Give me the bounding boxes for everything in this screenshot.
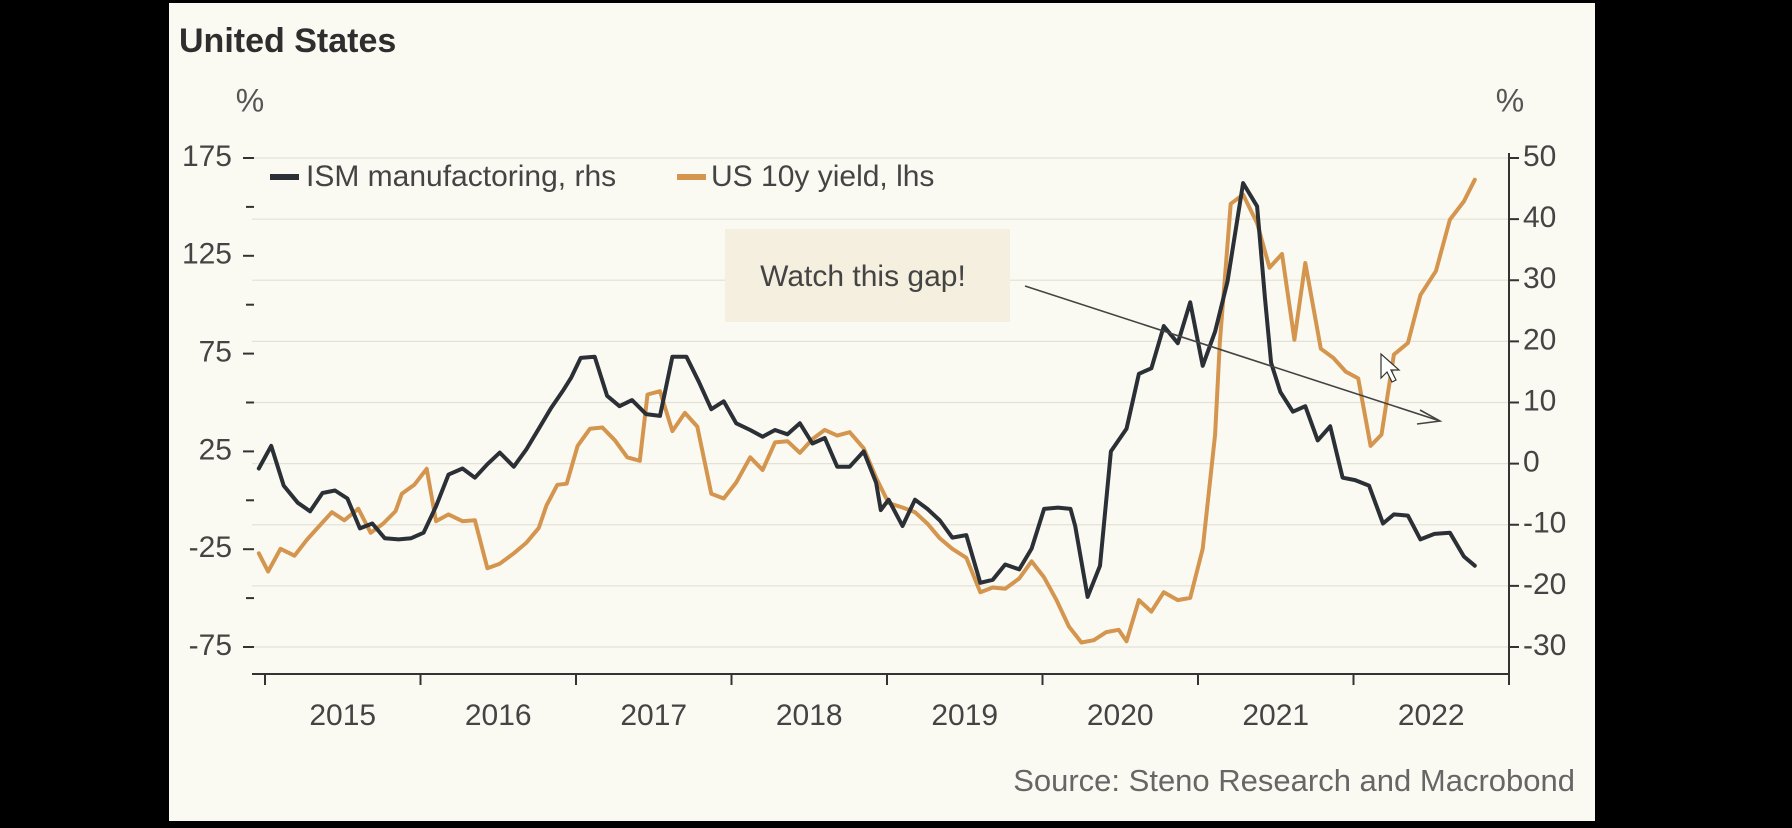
- annotation: Watch this gap!: [760, 260, 966, 293]
- y-tick-label: 75: [199, 336, 232, 369]
- y-tick-label: 175: [182, 140, 232, 173]
- x-tick-label: 2022: [1398, 699, 1465, 732]
- y2-tick-label: 50: [1523, 140, 1556, 173]
- x-tick-label: 2018: [776, 699, 843, 732]
- y2-tick-label: 0: [1523, 446, 1540, 479]
- legend-label: ISM manufactoring, rhs: [306, 160, 616, 193]
- chart-title: United States: [179, 22, 396, 60]
- source-note: Source: Steno Research and Macrobond: [1013, 763, 1575, 798]
- y2-tick-label: -10: [1523, 507, 1566, 540]
- y2-tick-label: 20: [1523, 323, 1556, 356]
- grid: [252, 157, 1509, 648]
- y-tick-label: 25: [199, 433, 232, 466]
- x-tick-label: 2020: [1087, 699, 1154, 732]
- series-line: [256, 181, 1477, 599]
- y-tick-label: -75: [189, 629, 232, 662]
- y2-tick-label: -20: [1523, 568, 1566, 601]
- chart-panel: [169, 3, 1595, 821]
- y-tick-label: -25: [189, 531, 232, 564]
- arrow-head: [1416, 409, 1443, 425]
- axes: -75 -25 25 75 125 175 -30 -20 -10 0 10 20 30 40 50 2015…: [182, 140, 1566, 732]
- mouse-cursor: [1380, 352, 1401, 383]
- x-tick-label: 2017: [620, 699, 687, 732]
- y2-tick-label: 30: [1523, 262, 1556, 295]
- y2-tick-label: -30: [1523, 629, 1566, 662]
- series-line: [256, 177, 1477, 645]
- annotation-arrow: [1024, 285, 1441, 422]
- annotation-box: [725, 229, 1010, 322]
- legend: ISM manufactoring, rhs US 10y yield, lhs: [270, 160, 934, 193]
- y2-tick-label: 40: [1523, 201, 1556, 234]
- x-tick-label: 2015: [309, 699, 376, 732]
- y2-axis-unit: %: [1496, 82, 1524, 118]
- x-tick-label: 2021: [1242, 699, 1309, 732]
- y-axis-unit: %: [236, 82, 264, 118]
- legend-label: US 10y yield, lhs: [711, 160, 934, 193]
- x-tick-label: 2019: [931, 699, 998, 732]
- y2-tick-label: 10: [1523, 384, 1556, 417]
- x-tick-label: 2016: [465, 699, 532, 732]
- plot-lines: [256, 177, 1477, 645]
- y-tick-label: 125: [182, 238, 232, 271]
